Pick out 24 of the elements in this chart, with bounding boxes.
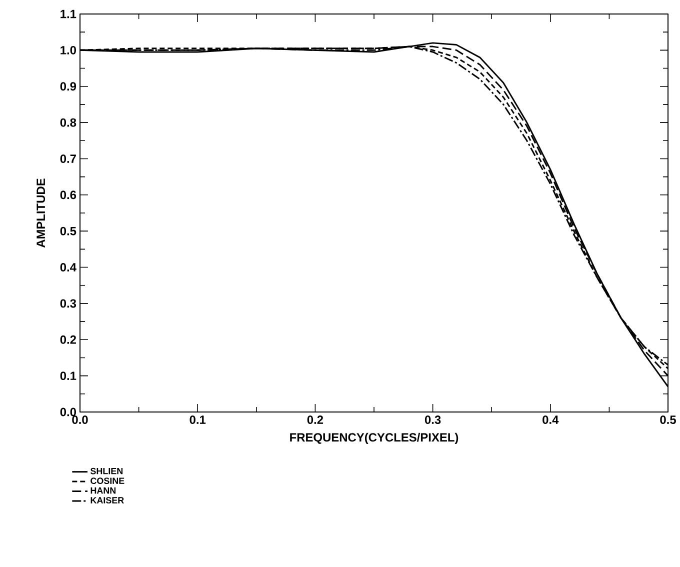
y-tick-label: 0.8 (60, 118, 76, 127)
y-tick-label: 0.3 (60, 299, 76, 308)
x-tick-label: 0.2 (307, 416, 324, 424)
legend-label: KAISER (90, 497, 124, 504)
y-tick-label: 0.7 (60, 154, 76, 163)
y-tick-label: 0.2 (60, 335, 76, 344)
y-tick-label: 0.4 (60, 263, 76, 272)
y-axis-title: AMPLITUDE (36, 178, 46, 248)
legend-label: HANN (90, 487, 116, 494)
x-tick-label: 0.3 (424, 416, 441, 424)
x-tick-label: 0.4 (542, 416, 559, 424)
y-tick-label: 1.0 (60, 46, 76, 54)
y-tick-label: 0.9 (60, 82, 76, 91)
y-tick-label: 1.1 (60, 10, 76, 18)
legend-label: SHLIEN (90, 468, 122, 474)
legend-label: COSINE (90, 478, 124, 484)
x-axis-title: FREQUENCY(CYCLES/PIXEL) (290, 432, 458, 444)
y-tick-label: 0.1 (60, 372, 76, 380)
x-tick-label: 0.0 (72, 416, 88, 424)
y-tick-label: 0.6 (60, 190, 76, 200)
y-tick-label: 0.0 (60, 408, 76, 416)
y-tick-label: 0.5 (60, 226, 76, 236)
x-tick-label: 0.1 (190, 416, 206, 424)
x-tick-label: 0.5 (660, 416, 676, 424)
